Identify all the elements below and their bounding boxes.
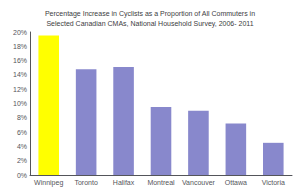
- svg-text:Halifax: Halifax: [113, 179, 135, 186]
- svg-text:Victoria: Victoria: [262, 179, 285, 186]
- svg-text:2%: 2%: [17, 157, 27, 164]
- svg-text:18%: 18%: [13, 43, 27, 50]
- svg-text:0%: 0%: [17, 172, 27, 179]
- svg-text:8%: 8%: [17, 114, 27, 121]
- svg-text:Montreal: Montreal: [147, 179, 175, 186]
- svg-text:Winnipeg: Winnipeg: [34, 179, 63, 187]
- svg-text:20%: 20%: [13, 29, 27, 36]
- svg-text:Vancouver: Vancouver: [182, 179, 216, 186]
- svg-text:16%: 16%: [13, 57, 27, 64]
- svg-text:4%: 4%: [17, 143, 27, 150]
- svg-text:10%: 10%: [13, 100, 27, 107]
- svg-text:6%: 6%: [17, 129, 27, 136]
- svg-text:Ottawa: Ottawa: [225, 179, 247, 186]
- svg-text:12%: 12%: [13, 86, 27, 93]
- svg-text:Selected Canadian CMAs, Nation: Selected Canadian CMAs, National Househo…: [46, 20, 253, 28]
- svg-text:Percentage Increase in Cyclist: Percentage Increase in Cyclists as a Pro…: [45, 10, 255, 18]
- svg-text:14%: 14%: [13, 71, 27, 78]
- svg-text:Toronto: Toronto: [74, 179, 97, 186]
